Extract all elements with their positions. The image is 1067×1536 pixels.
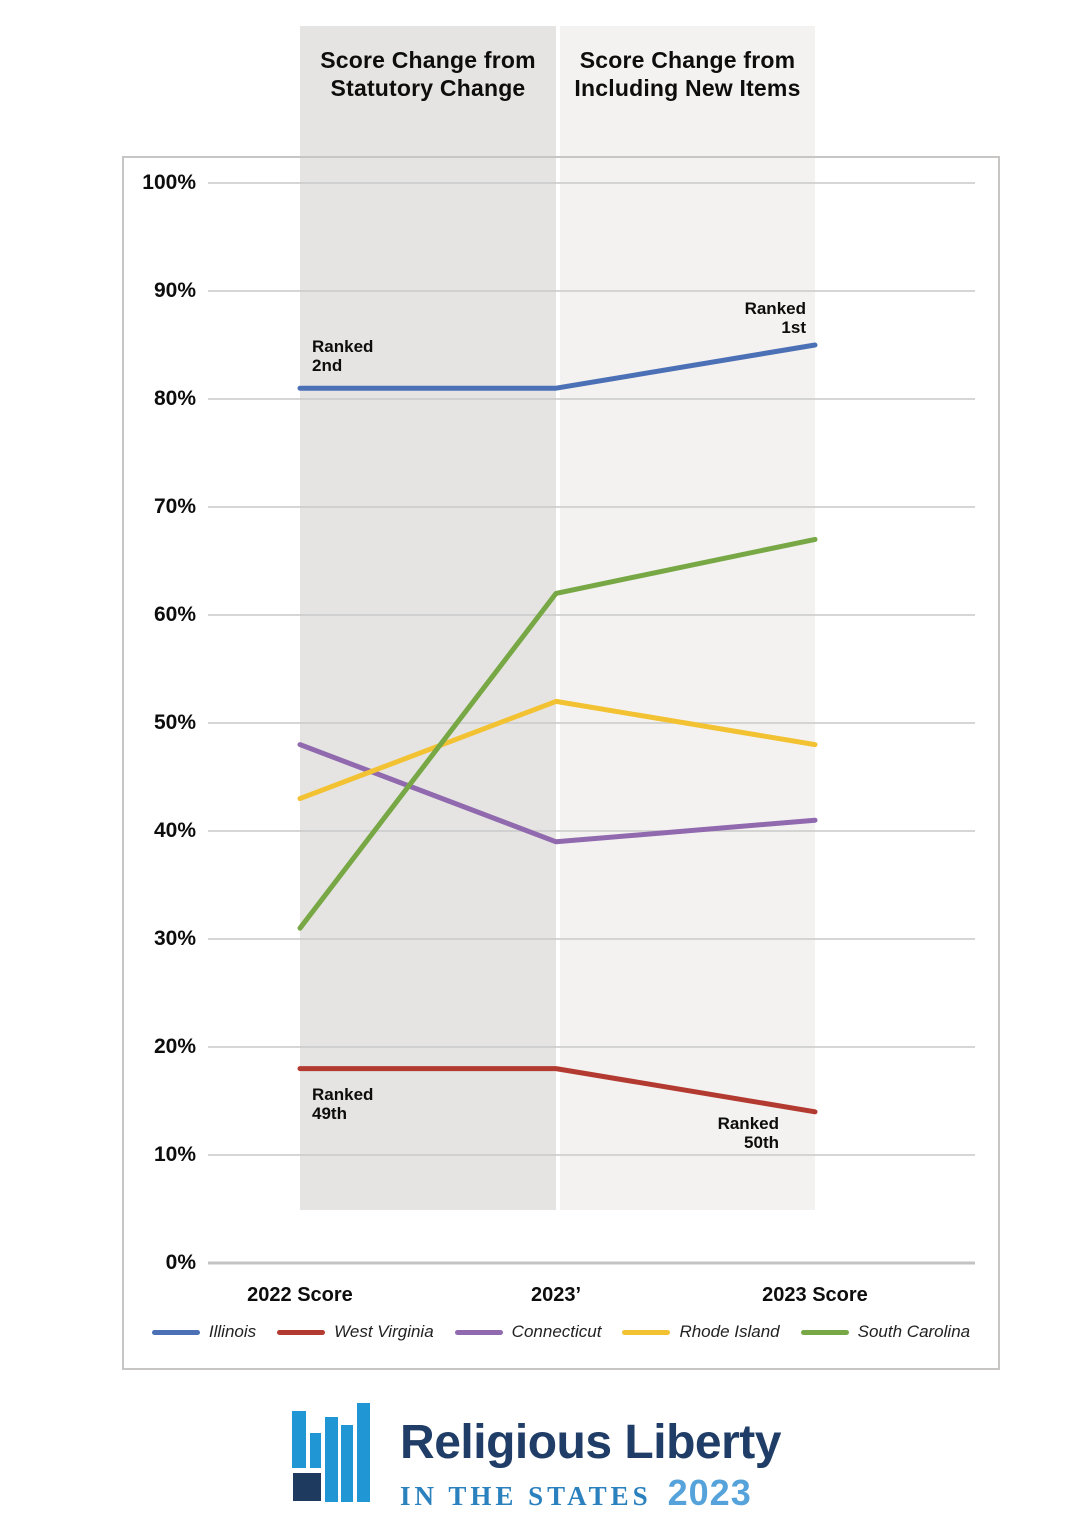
- x-axis-label-2023’: 2023’: [530, 1284, 582, 1306]
- y-axis-label-20: 20%: [153, 1035, 196, 1058]
- legend-swatch-west-virginia: [277, 1329, 326, 1335]
- legend-item-south-carolina: South Carolina: [800, 1322, 971, 1342]
- annotation-ranked-2nd: Ranked 2nd: [312, 337, 374, 376]
- y-axis-label-60: 60%: [153, 603, 196, 626]
- legend-swatch-illinois: [151, 1329, 200, 1335]
- logo-year: 2023: [667, 1472, 752, 1513]
- y-axis-label-90: 90%: [153, 279, 196, 302]
- new-items-band-header: Score Change from Including New Items: [574, 47, 801, 101]
- legend-label-illinois: Illinois: [208, 1322, 257, 1341]
- logo-text: Religious Liberty IN THE STATES 2023: [400, 1396, 781, 1514]
- y-axis-label-40: 40%: [153, 819, 196, 842]
- legend-label-west-virginia: West Virginia: [334, 1322, 434, 1341]
- logo-subtitle: IN THE STATES: [400, 1481, 652, 1511]
- legend-item-illinois: Illinois: [151, 1322, 257, 1342]
- legend-label-south-carolina: South Carolina: [857, 1322, 971, 1341]
- logo: Religious Liberty IN THE STATES 2023: [0, 1396, 1067, 1514]
- y-axis-label-100: 100%: [142, 171, 196, 194]
- logo-subtitle-row: IN THE STATES 2023: [400, 1472, 781, 1514]
- legend-swatch-south-carolina: [800, 1329, 849, 1335]
- chart-frame: [122, 156, 1000, 1370]
- annotation-ranked-49th: Ranked 49th: [312, 1084, 374, 1123]
- x-axis-label-2022-score: 2022 Score: [247, 1284, 353, 1306]
- y-axis-label-70: 70%: [153, 495, 196, 518]
- legend-item-west-virginia: West Virginia: [277, 1322, 434, 1342]
- y-axis-label-10: 10%: [153, 1143, 196, 1166]
- legend-item-connecticut: Connecticut: [454, 1322, 602, 1342]
- legend-label-rhode-island: Rhode Island: [679, 1322, 780, 1341]
- y-axis-label-30: 30%: [153, 927, 196, 950]
- legend-label-connecticut: Connecticut: [511, 1322, 602, 1341]
- chart-legend: Illinois West Virginia Connecticut Rhode Is…: [122, 1322, 1000, 1342]
- annotation-ranked-1st: Ranked 1st: [744, 299, 806, 337]
- y-axis-label-0: 0%: [165, 1251, 196, 1274]
- x-axis-label-2023-score: 2023 Score: [762, 1284, 868, 1306]
- legend-swatch-connecticut: [454, 1329, 503, 1335]
- logo-title: Religious Liberty: [400, 1416, 781, 1469]
- y-axis-label-80: 80%: [153, 387, 196, 410]
- legend-item-rhode-island: Rhode Island: [622, 1322, 780, 1342]
- annotation-ranked-50th: Ranked 50th: [717, 1113, 779, 1152]
- legend-swatch-rhode-island: [622, 1329, 671, 1335]
- y-axis-label-50: 50%: [153, 711, 196, 734]
- statutory-band-header: Score Change from Statutory Change: [320, 47, 536, 101]
- bar-chart-logo-icon: [292, 1403, 371, 1502]
